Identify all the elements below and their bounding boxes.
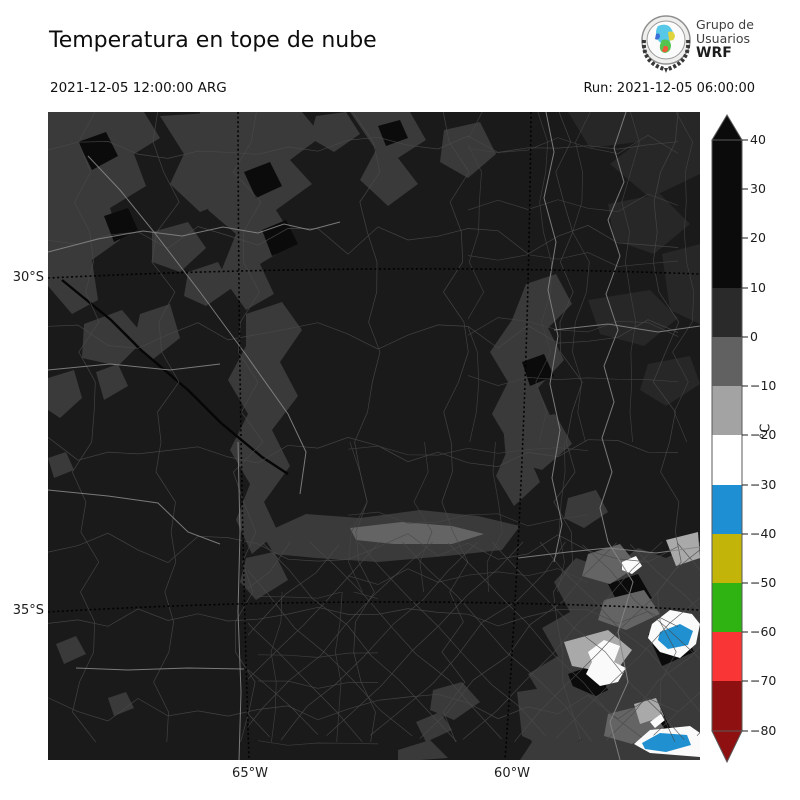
cloud-patch [398, 740, 448, 760]
cloud-patch [440, 122, 496, 178]
cloud-patch [196, 112, 322, 310]
province-boundary [543, 111, 563, 563]
x-axis-tick-label: 60°W [494, 766, 530, 781]
logo-text: Grupo de Usuarios WRF [696, 17, 754, 61]
cloud-patch [564, 490, 608, 528]
cloud-patch [56, 636, 86, 664]
cloud-patch [48, 112, 160, 314]
colorbar-segment [712, 435, 742, 485]
cloud-patch [586, 640, 626, 686]
province-boundary [47, 221, 341, 253]
admin-boundary-network [258, 592, 378, 746]
latlon-gridline [504, 111, 532, 761]
colorbar-scale [711, 114, 748, 764]
cloud-patch [568, 112, 700, 198]
province-boundary [87, 155, 307, 495]
province-boundary [553, 323, 701, 333]
cloud-top-temperature-map [47, 111, 701, 761]
cloud-patch [642, 733, 691, 752]
colorbar-segment [712, 288, 742, 337]
colorbar-tick-label: −70 [750, 673, 777, 688]
colorbar-segment [712, 337, 742, 386]
colorbar-tick-label: 10 [750, 280, 766, 295]
colorbar-tick-label: −80 [750, 723, 777, 738]
colorbar-segment [712, 583, 742, 632]
cloud-patch [48, 370, 82, 418]
latlon-gridline [237, 111, 250, 761]
cloud-patch [662, 244, 700, 324]
wrf-users-group-logo: Grupo de Usuarios WRF [638, 12, 798, 76]
logo-line3: WRF [696, 45, 732, 61]
colorbar-tick-label: −30 [750, 477, 777, 492]
colorbar-tick-label: −60 [750, 624, 777, 639]
colorbar-tick-label: 40 [750, 132, 766, 147]
y-axis-tick-label: 35°S [12, 603, 44, 618]
dark-terrain-line [61, 279, 289, 476]
map-panel [47, 111, 701, 761]
cloud-patch [598, 590, 660, 630]
colorbar-arrow-top [711, 114, 743, 141]
colorbar-segment [712, 632, 742, 681]
cloud-patch [96, 364, 128, 400]
cloud-patch [48, 222, 80, 270]
globe-seal-icon [641, 15, 691, 73]
cloud-patch [244, 162, 282, 198]
province-boundary [599, 111, 627, 543]
run-time-label: Run: 2021-12-05 06:00:00 [583, 81, 755, 96]
colorbar-segment [712, 534, 742, 583]
colorbar-tick-label: 20 [750, 230, 766, 245]
colorbar: 40 30 20 10 0 −10 −20 −30 −40 −50 −60 −70 −80 [706, 112, 800, 780]
logo-line1: Grupo de [696, 17, 754, 32]
colorbar-tick-label: −20 [750, 427, 777, 442]
cloud-patch [184, 262, 232, 306]
cloud-patch [430, 682, 480, 720]
cloud-patch [310, 112, 360, 152]
colorbar-tick-label: 30 [750, 181, 766, 196]
colorbar-segment [712, 485, 742, 534]
cloud-patch [134, 304, 180, 360]
province-boundary [47, 489, 221, 545]
colorbar-tick-label: 0 [750, 329, 758, 344]
colorbar-segment [712, 681, 742, 731]
admin-boundary-network [248, 542, 700, 743]
cloud-patch [650, 714, 665, 728]
cloud-patch [48, 452, 74, 478]
colorbar-tick-label: −50 [750, 575, 777, 590]
colorbar-tick-label: −40 [750, 526, 777, 541]
latlon-gridline [47, 601, 701, 613]
cloud-patch [622, 556, 642, 574]
cloud-patch [350, 522, 484, 544]
province-boundary [607, 541, 634, 761]
colorbar-segment [712, 386, 742, 435]
province-boundary [47, 363, 221, 371]
province-boundary [237, 441, 242, 761]
colorbar-segment [712, 140, 742, 288]
province-boundary [517, 546, 701, 559]
logo-line2: Usuarios [696, 31, 751, 46]
cloud-patch [416, 712, 452, 742]
valid-time-label: 2021-12-05 12:00:00 ARG [50, 80, 227, 96]
colorbar-unit-label: °C [758, 423, 774, 440]
x-axis-tick-label: 65°W [232, 766, 268, 781]
cloud-patch [108, 692, 134, 716]
cloud-patch [152, 222, 206, 272]
admin-boundary-network [48, 112, 682, 743]
colorbar-arrow-bottom [711, 730, 743, 764]
colorbar-tick-label: −10 [750, 378, 777, 393]
page-title: Temperatura en tope de nube [49, 28, 377, 53]
province-boundary [75, 667, 245, 671]
cloud-patch [582, 544, 638, 584]
admin-boundary-network [468, 112, 695, 442]
y-axis-tick-label: 30°S [12, 270, 44, 285]
latlon-gridline [47, 268, 701, 279]
